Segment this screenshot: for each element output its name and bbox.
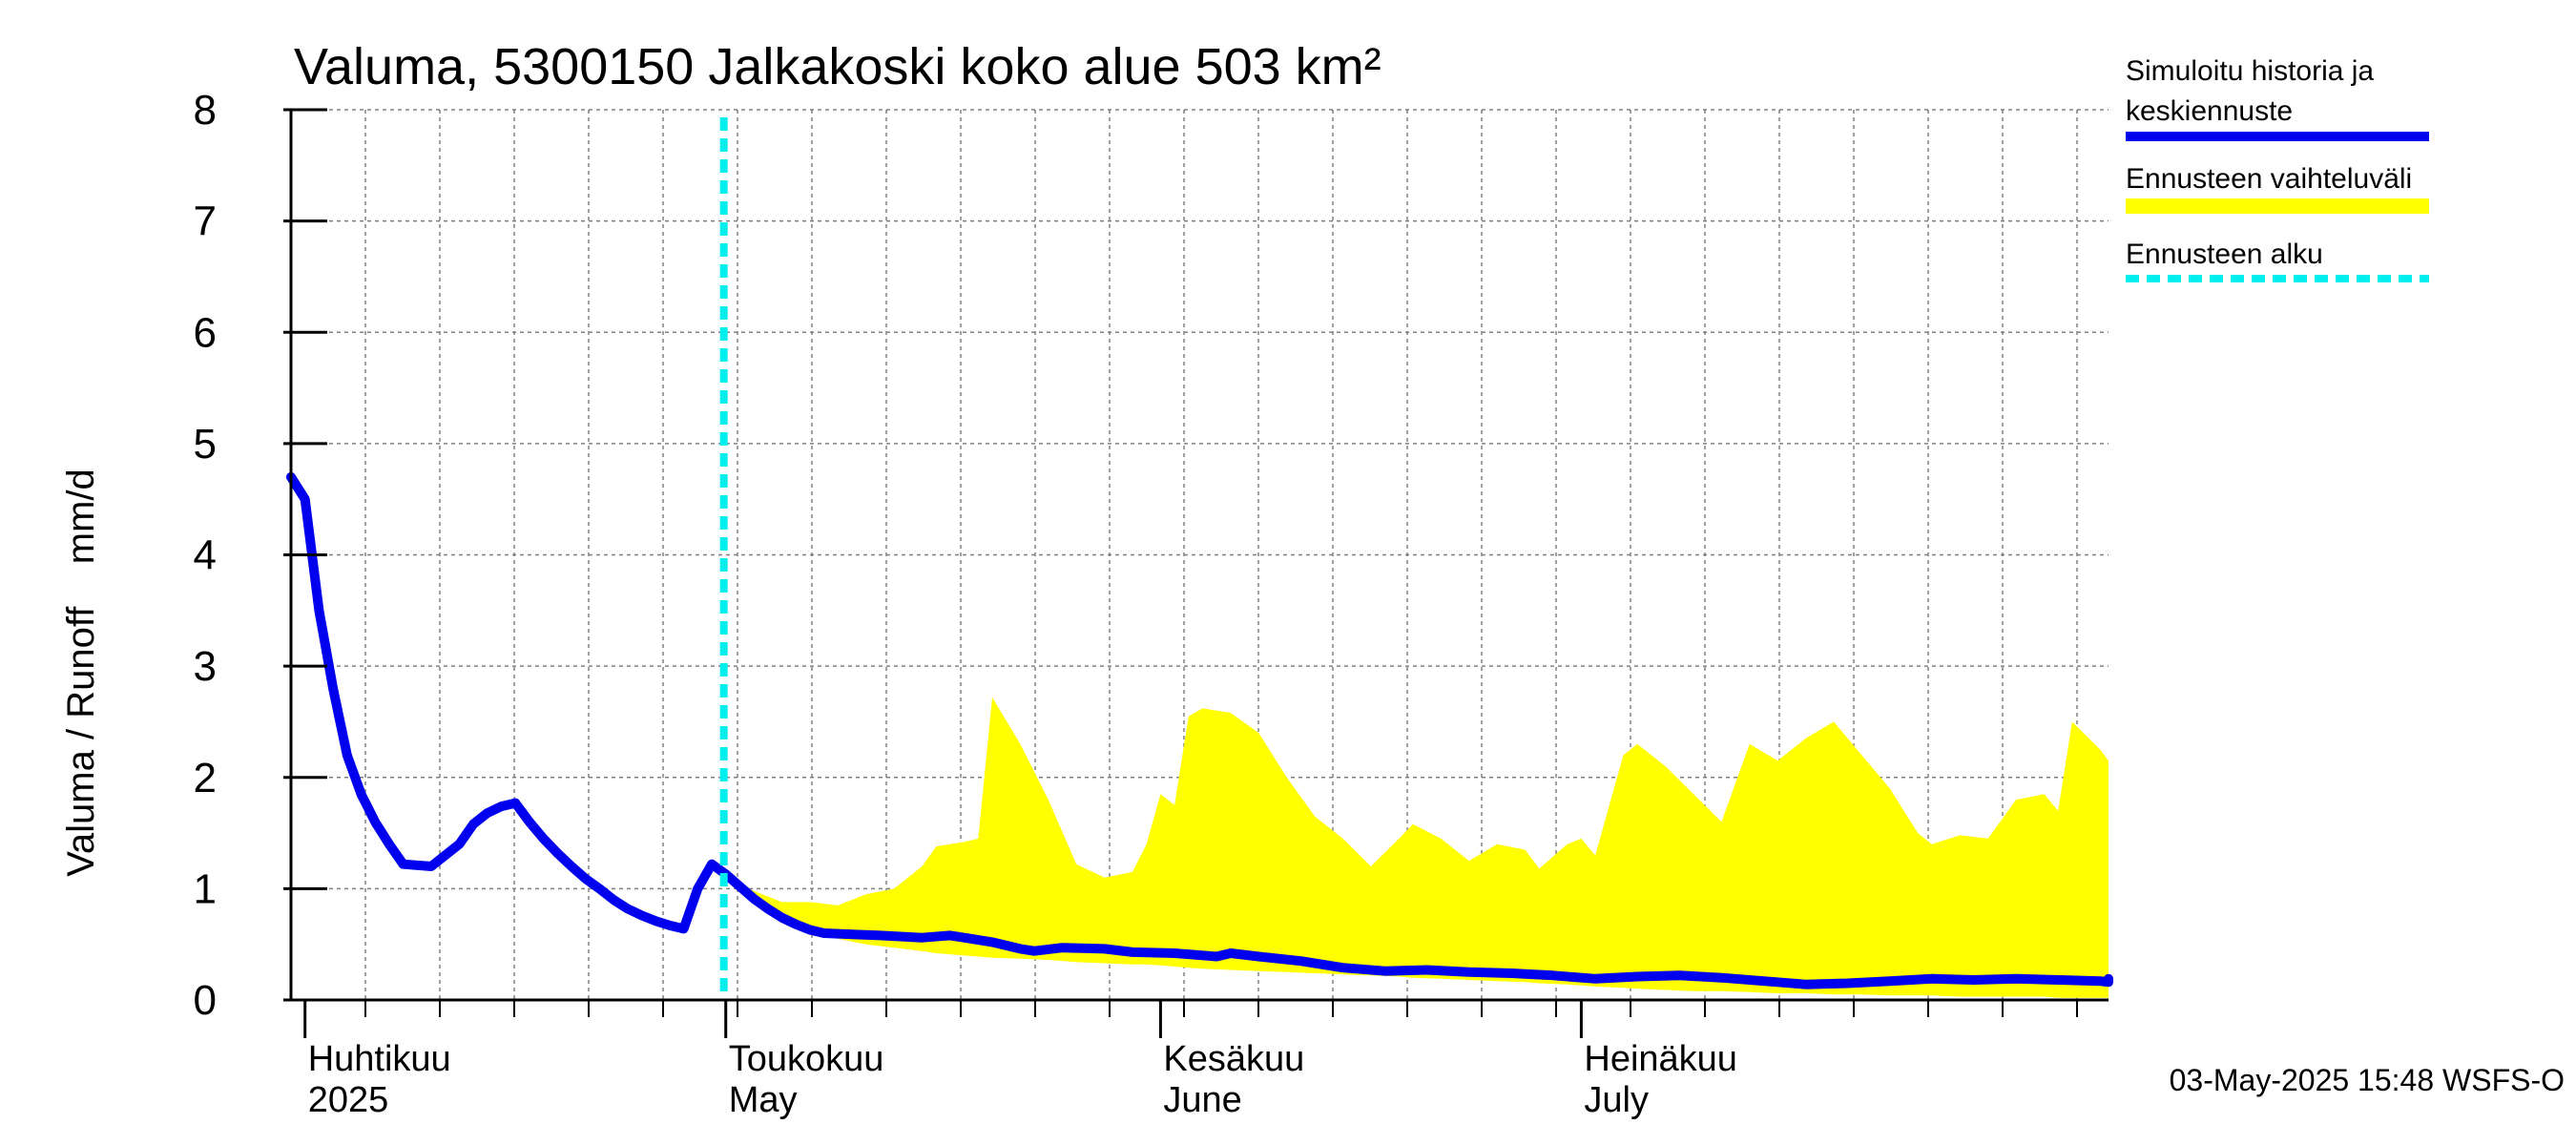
forecast-range-band — [725, 193, 2109, 998]
month-label-fi: Kesäkuu — [1163, 1039, 1304, 1079]
chart-title: Valuma, 5300150 Jalkakoski koko alue 503… — [294, 38, 1381, 95]
legend: Simuloitu historia ja keskiennuste Ennus… — [2126, 55, 2429, 282]
history-line — [286, 471, 2113, 989]
axes — [283, 108, 2109, 1038]
y-tick-label: 4 — [194, 532, 217, 579]
y-tick-label: 5 — [194, 421, 217, 468]
y-tick-label: 0 — [194, 977, 217, 1024]
grid — [291, 109, 2109, 1000]
month-label-fi: Huhtikuu — [308, 1039, 451, 1079]
legend-band-label: Ennusteen vaihteluväli — [2126, 163, 2412, 195]
y-tick-label: 8 — [194, 87, 217, 134]
y-axis-label: Valuma / Runoff mm/d — [60, 468, 102, 877]
forecast-band-area — [725, 193, 2109, 998]
history-median-line — [286, 471, 2113, 989]
legend-start-label: Ennusteen alku — [2126, 239, 2323, 270]
footer-timestamp: 03-May-2025 15:48 WSFS-O — [2170, 1063, 2565, 1097]
month-label-en: May — [729, 1080, 798, 1120]
legend-history-label-2: keskiennuste — [2126, 95, 2293, 127]
month-label-fi: Heinäkuu — [1584, 1039, 1737, 1079]
y-tick-label: 1 — [194, 865, 217, 912]
y-tick-label: 6 — [194, 309, 217, 356]
month-label-en: 2025 — [308, 1080, 389, 1120]
y-tick-labels: 0 1 2 3 4 5 6 7 8 — [194, 87, 217, 1024]
y-tick-label: 2 — [194, 755, 217, 802]
y-tick-label: 7 — [194, 198, 217, 245]
month-label-en: July — [1584, 1080, 1649, 1120]
y-tick-label: 3 — [194, 643, 217, 690]
legend-history-label-1: Simuloitu historia ja — [2126, 55, 2374, 87]
month-label-en: June — [1163, 1080, 1241, 1120]
month-label-fi: Toukokuu — [729, 1039, 884, 1079]
